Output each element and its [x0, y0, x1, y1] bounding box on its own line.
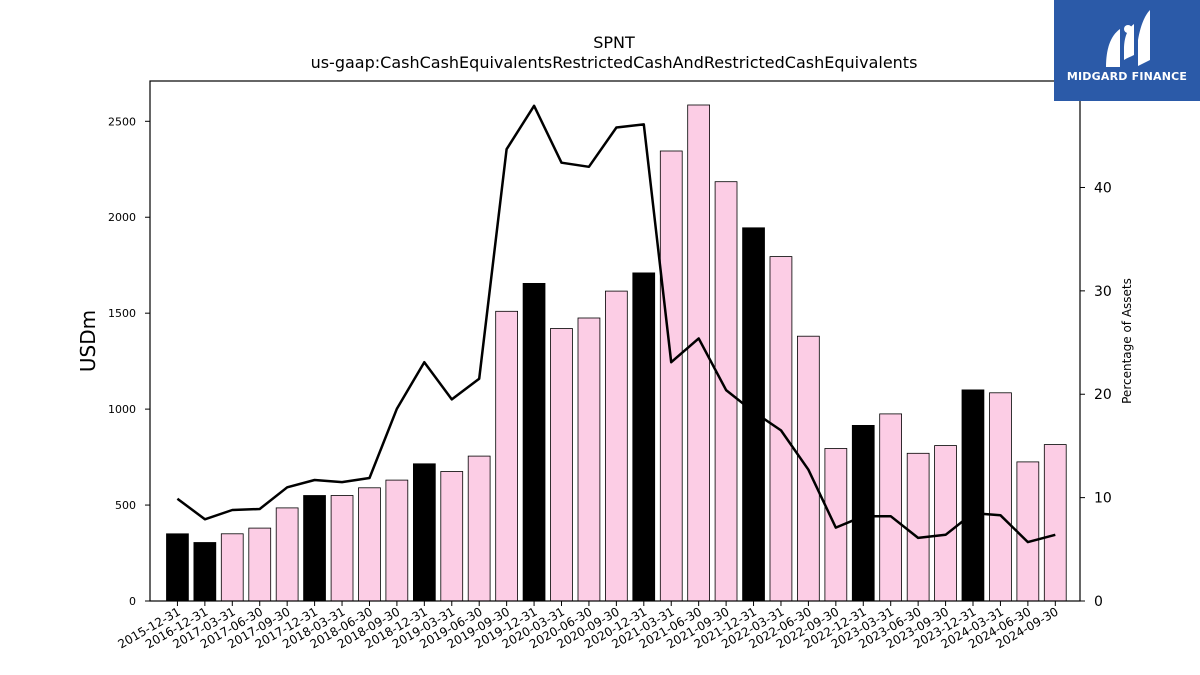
bar-2023-03-31	[879, 413, 903, 602]
bar-2020-06-30	[577, 317, 601, 602]
bar-2023-09-30	[934, 445, 957, 602]
y-tick-label: 1000	[108, 403, 136, 416]
bar-2017-12-31	[303, 495, 326, 602]
bar-2024-09-30	[1043, 444, 1067, 602]
chart-title: SPNT	[593, 33, 635, 52]
y-axis-label: USDm	[76, 310, 100, 372]
bar-2022-12-31	[851, 424, 875, 602]
y-tick-label: 2000	[108, 211, 136, 224]
line-group	[176, 104, 1056, 544]
bar-2024-03-31	[989, 392, 1012, 602]
bar-2018-12-31	[412, 463, 436, 602]
bar-2021-12-31	[742, 227, 765, 602]
bar-2023-12-31	[961, 389, 985, 602]
bar-2022-03-31	[769, 256, 793, 602]
bar-2024-06-30	[1016, 461, 1040, 602]
bar-2021-03-31	[659, 150, 683, 602]
bar-2018-03-31	[330, 495, 354, 602]
bar-2020-09-30	[605, 290, 628, 602]
y-tick-label: 2500	[108, 115, 136, 128]
logo-text: MIDGARD FINANCE	[1066, 70, 1188, 83]
bar-2016-12-31	[193, 542, 217, 602]
midgard-finance-logo: MIDGARD FINANCE	[1054, 0, 1200, 101]
bars-group	[166, 104, 1067, 602]
bar-2017-09-30	[275, 507, 299, 602]
bar-2017-03-31	[220, 533, 244, 602]
y2-tick-label: 40	[1094, 180, 1112, 196]
y2-axis-label: Percentage of Assets	[1120, 278, 1134, 404]
bar-2018-06-30	[358, 487, 381, 602]
y-tick-label: 0	[129, 595, 136, 608]
bar-2017-06-30	[248, 527, 272, 602]
bar-2019-06-30	[467, 455, 491, 602]
bar-2019-03-31	[440, 471, 464, 602]
y-tick-label: 500	[115, 499, 136, 512]
y2-tick-label: 30	[1094, 284, 1112, 300]
bar-2020-12-31	[632, 272, 656, 602]
y2-tick-label: 0	[1094, 594, 1103, 610]
bar-2018-09-30	[385, 479, 409, 602]
chart-subtitle: us-gaap:CashCashEquivalentsRestrictedCas…	[311, 53, 918, 72]
percentage-line	[176, 104, 1056, 544]
y2-tick-label: 10	[1094, 491, 1112, 507]
plot-frame	[149, 80, 1081, 602]
bar-2023-06-30	[906, 452, 930, 602]
y-tick-label: 1500	[108, 307, 136, 320]
bar-2019-12-31	[522, 282, 546, 602]
y2-tick-label: 20	[1094, 387, 1112, 403]
bar-2020-03-31	[550, 328, 573, 602]
bar-2015-12-31	[166, 533, 189, 602]
bar-2019-09-30	[495, 310, 519, 602]
logo-mark-icon	[1106, 10, 1150, 67]
